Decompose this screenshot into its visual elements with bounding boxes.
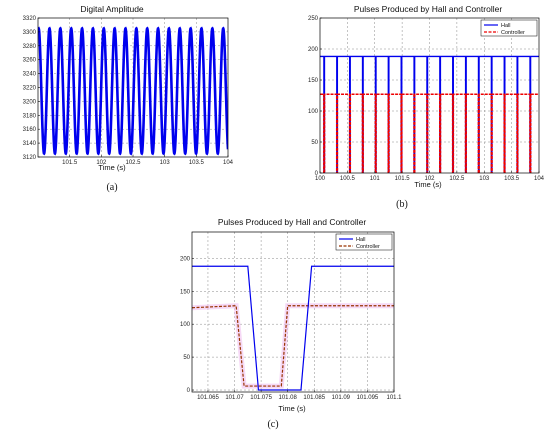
y-tick-label: 200 — [180, 256, 191, 262]
y-tick-label: 3200 — [23, 99, 37, 105]
y-tick-label: 3220 — [23, 86, 37, 92]
x-tick-label: 100 — [315, 176, 326, 182]
series-group — [38, 26, 228, 156]
panel-a-label: (a) — [106, 182, 117, 193]
x-tick-label: 104 — [534, 176, 545, 182]
series-group — [192, 265, 394, 391]
x-tick-label: 102.5 — [125, 160, 141, 166]
legend-label-hall: Hall — [356, 237, 365, 243]
y-tick-label: 50 — [311, 140, 318, 146]
x-tick-label: 103 — [479, 176, 490, 182]
plot-frame — [191, 231, 395, 393]
legend-label-controller: Controller — [501, 30, 525, 36]
series-group — [320, 55, 539, 173]
panel-b-xlabel: Time (s) — [414, 180, 442, 189]
zoom-trace-hall — [192, 265, 394, 391]
y-tick-label: 0 — [315, 171, 319, 177]
panel-b-plot: 100 100.5 101 101.5 102 102.5 103 103.5 104 0 50 10… — [308, 16, 545, 182]
y-tick-label: 3180 — [23, 113, 37, 119]
panel-c-label: (c) — [267, 419, 278, 430]
panel-c-title: Pulses Produced by Hall and Controller — [218, 217, 367, 227]
y-tick-label: 50 — [183, 355, 190, 361]
panel-c-plot: 101.065 101.07 101.075 101.08 101.085 101.09 1… — [180, 231, 402, 401]
y-tick-label: 150 — [180, 289, 191, 295]
y-tick-label: 3140 — [23, 141, 37, 147]
panel-c-xlabel: Time (s) — [278, 404, 306, 413]
panel-b-label: (b) — [396, 199, 408, 210]
y-tick-label: 200 — [308, 47, 319, 53]
y-tick-label: 250 — [308, 16, 319, 22]
x-tick-label: 101.5 — [62, 160, 78, 166]
x-tick-label: 101.1 — [386, 395, 402, 401]
digital-amplitude-trace — [38, 26, 228, 156]
panel-a-title: Digital Amplitude — [80, 4, 144, 14]
y-tick-label: 3160 — [23, 127, 37, 133]
x-tick-label: 101 — [370, 176, 381, 182]
x-tick-label: 101.095 — [357, 395, 379, 401]
y-tick-label: 3320 — [23, 16, 37, 22]
x-tick-label: 103 — [160, 160, 171, 166]
plot-background — [192, 232, 394, 392]
x-tick-label: 104 — [223, 160, 234, 166]
panel-a-plot: 101.5 102 102.5 103 103.5 104 3120 3140 3160 3180… — [23, 16, 234, 166]
zoom-trace-controller — [192, 305, 394, 387]
x-tick-label: 103.5 — [504, 176, 520, 182]
legend-label-hall: Hall — [501, 23, 510, 29]
x-tick-label: 102 — [96, 160, 107, 166]
panel-b-title: Pulses Produced by Hall and Controller — [354, 4, 503, 14]
pulse-trace-controller — [320, 93, 539, 173]
x-tick-label: 102 — [424, 176, 435, 182]
y-tick-label: 0 — [187, 388, 191, 394]
panel-a: Digital Amplitude Time (s) (a) — [80, 4, 144, 193]
x-tick-label: 101.065 — [197, 395, 219, 401]
x-tick-label: 103.5 — [189, 160, 205, 166]
x-tick-label: 101.08 — [279, 395, 298, 401]
x-tick-label: 101.07 — [225, 395, 244, 401]
x-tick-label: 102.5 — [449, 176, 465, 182]
x-tick-label: 101.075 — [250, 395, 272, 401]
x-tick-label: 101.5 — [395, 176, 411, 182]
panel-c: Pulses Produced by Hall and Controller T… — [218, 217, 367, 430]
y-tick-label: 3260 — [23, 58, 37, 64]
x-tick-label: 100.5 — [340, 176, 356, 182]
legend-label-controller: Controller — [356, 244, 380, 250]
y-tick-label: 3300 — [23, 30, 37, 36]
y-tick-label: 150 — [308, 78, 319, 84]
x-tick-label: 101.085 — [303, 395, 325, 401]
y-tick-label: 3120 — [23, 155, 37, 161]
panel-b: Pulses Produced by Hall and Controller T… — [354, 4, 503, 210]
x-tick-label: 101.09 — [332, 395, 351, 401]
y-tick-label: 100 — [308, 109, 319, 115]
y-tick-label: 100 — [180, 322, 191, 328]
y-tick-label: 3240 — [23, 72, 37, 78]
panel-a-xlabel: Time (s) — [98, 163, 126, 172]
y-tick-label: 3280 — [23, 44, 37, 50]
